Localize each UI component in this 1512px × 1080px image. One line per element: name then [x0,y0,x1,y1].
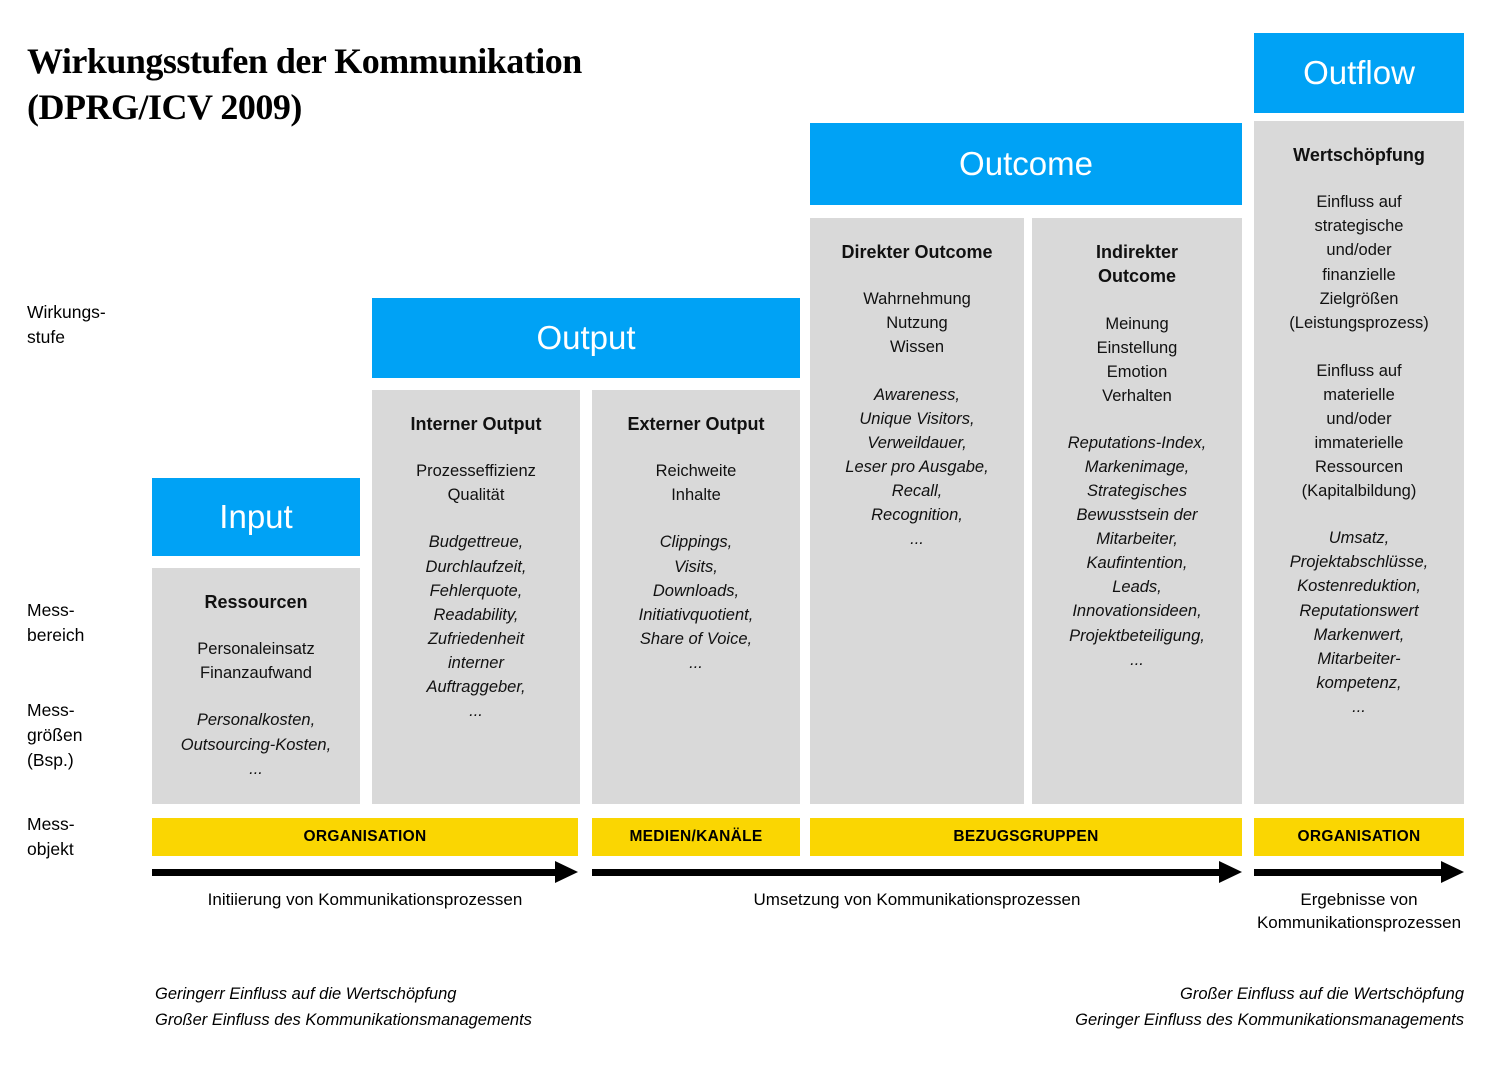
box-example-metrics: Umsatz, Projektabschlüsse, Kostenredukti… [1289,529,1429,716]
arrow-shaft [592,869,1221,876]
arrow-label-implementation: Umsetzung von Kommunikationsprozessen [753,890,1081,909]
box-title: Interner Output [410,414,542,434]
messobjekt-bar-label: ORGANISATION [1297,828,1421,845]
messobjekt-bar-bezugsgruppen: BEZUGSGRUPPEN [810,818,1242,856]
box-measures: Meinung Einstellung Emotion Verhalten [1096,314,1178,405]
arrow-shaft [152,869,557,876]
box-externer-output: Externer Output Reichweite Inhalte Clipp… [592,390,800,804]
process-arrow-initiation [152,861,578,884]
box-example-metrics: Awareness, Unique Visitors, Verweildauer… [845,385,989,548]
stage-header-input: Input [152,478,360,556]
box-example-metrics: Clippings, Visits, Downloads, Initiativq… [638,533,754,672]
box-measures: Personaleinsatz Finanzaufwand [197,640,315,683]
box-input-ressourcen: Ressourcen Personaleinsatz Finanzaufwand… [152,568,360,804]
arrow-shaft [1254,869,1443,876]
arrow-head-icon [1441,861,1464,883]
box-title: Ressourcen [204,592,308,612]
footnote-right: Großer Einfluss auf die Wertschöpfung Ge… [1075,985,1464,1030]
process-arrow-results [1254,861,1464,884]
page-title: Wirkungsstufen der Kommunikation (DPRG/I… [27,41,582,128]
box-wertschoepfung: Wertschöpfung Einfluss auf strategische … [1254,121,1464,804]
arrow-head-icon [1219,861,1242,883]
messobjekt-bar-label: ORGANISATION [303,828,427,845]
row-label-wirkungsstufe: Wirkungs- stufe [27,302,106,347]
row-label-messbereich: Mess- bereich [27,600,85,645]
box-example-metrics: Personalkosten, Outsourcing-Kosten, ... [180,711,332,778]
stage-header-output: Output [372,298,800,378]
box-measures: Einfluss auf strategische und/oder finan… [1289,193,1429,501]
box-indirekter-outcome: Indirekter Outcome Meinung Einstellung E… [1032,218,1242,804]
footnote-left: Geringerr Einfluss auf die Wertschöpfung… [155,985,532,1030]
messobjekt-bar-organisation-1: ORGANISATION [152,818,578,856]
box-direkter-outcome: Direkter Outcome Wahrnehmung Nutzung Wis… [810,218,1024,804]
box-example-metrics: Budgettreue, Durchlaufzeit, Fehlerquote,… [425,533,527,720]
messobjekt-bar-organisation-2: ORGANISATION [1254,818,1464,856]
box-title: Externer Output [627,414,765,434]
arrow-head-icon [555,861,578,883]
box-interner-output: Interner Output Prozesseffizienz Qualitä… [372,390,580,804]
stage-header-outcome: Outcome [810,123,1242,205]
stage-header-outcome-label: Outcome [959,145,1093,182]
row-label-messgroessen: Mess- größen (Bsp.) [27,700,83,770]
box-title: Direkter Outcome [841,242,993,262]
box-example-metrics: Reputations-Index, Markenimage, Strategi… [1067,433,1207,669]
box-measures: Wahrnehmung Nutzung Wissen [863,290,971,357]
process-arrow-implementation [592,861,1242,884]
messobjekt-bar-label: BEZUGSGRUPPEN [953,828,1099,845]
messobjekt-bar-medien-kanaele: MEDIEN/KANÄLE [592,818,800,856]
arrow-label-initiation: Initiierung von Kommunikationsprozessen [207,890,523,909]
stage-header-outflow: Outflow [1254,33,1464,113]
stage-header-output-label: Output [536,319,636,356]
box-title: Wertschöpfung [1293,145,1425,165]
row-label-messobjekt: Mess- objekt [27,814,75,859]
box-measures: Prozesseffizienz Qualität [416,462,536,505]
messobjekt-bar-label: MEDIEN/KANÄLE [629,828,763,845]
box-title: Indirekter Outcome [1095,242,1179,287]
stage-header-outflow-label: Outflow [1303,54,1415,91]
stage-header-input-label: Input [219,498,293,535]
box-measures: Reichweite Inhalte [655,462,737,505]
arrow-label-results: Ergebnisse von Kommunikationsprozessen [1256,890,1462,932]
